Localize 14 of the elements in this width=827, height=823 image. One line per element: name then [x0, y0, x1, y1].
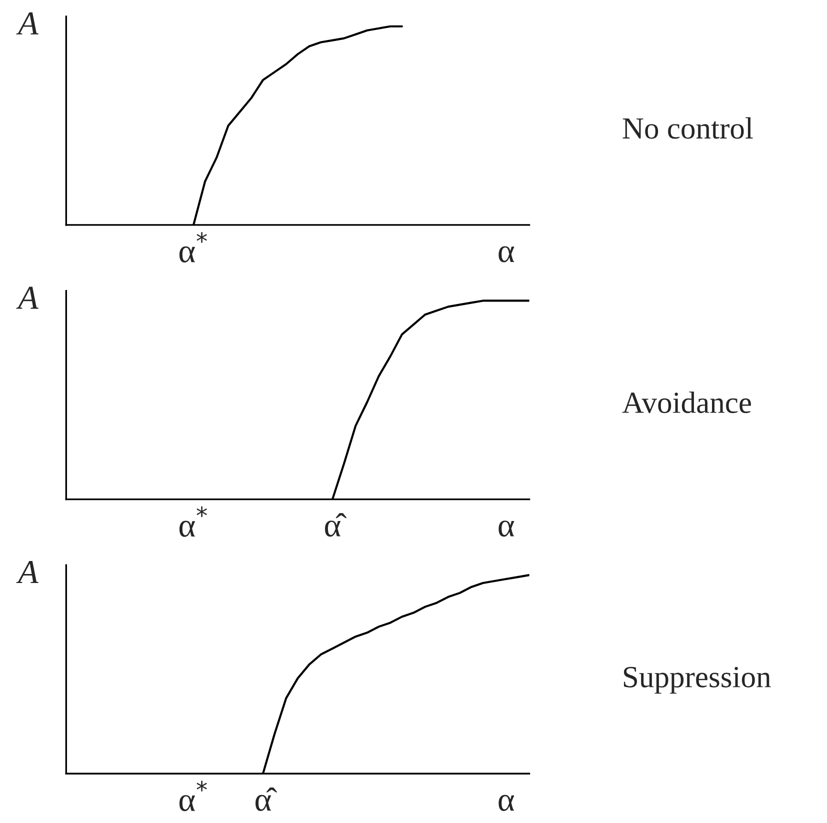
text: Avoidance: [622, 392, 751, 414]
x-tick-label: α: [498, 794, 514, 811]
x-tick-label: α$^{*}$: [179, 506, 207, 537]
y-axis-title: A: [16, 561, 38, 584]
x-tick-label: α: [498, 520, 514, 537]
y-axis-title: A: [16, 12, 38, 34]
y-axis-title: A: [16, 286, 38, 309]
x-tick-label: α$^{*}$: [179, 780, 207, 812]
x-tick-label: α$^{*}$: [179, 232, 207, 262]
text: No control: [622, 117, 753, 139]
text: Suppression: [624, 666, 771, 694]
x-tick-label: α̂: [256, 787, 277, 811]
x-tick-label: α̂: [324, 513, 346, 537]
x-tick-label: α: [498, 246, 514, 262]
